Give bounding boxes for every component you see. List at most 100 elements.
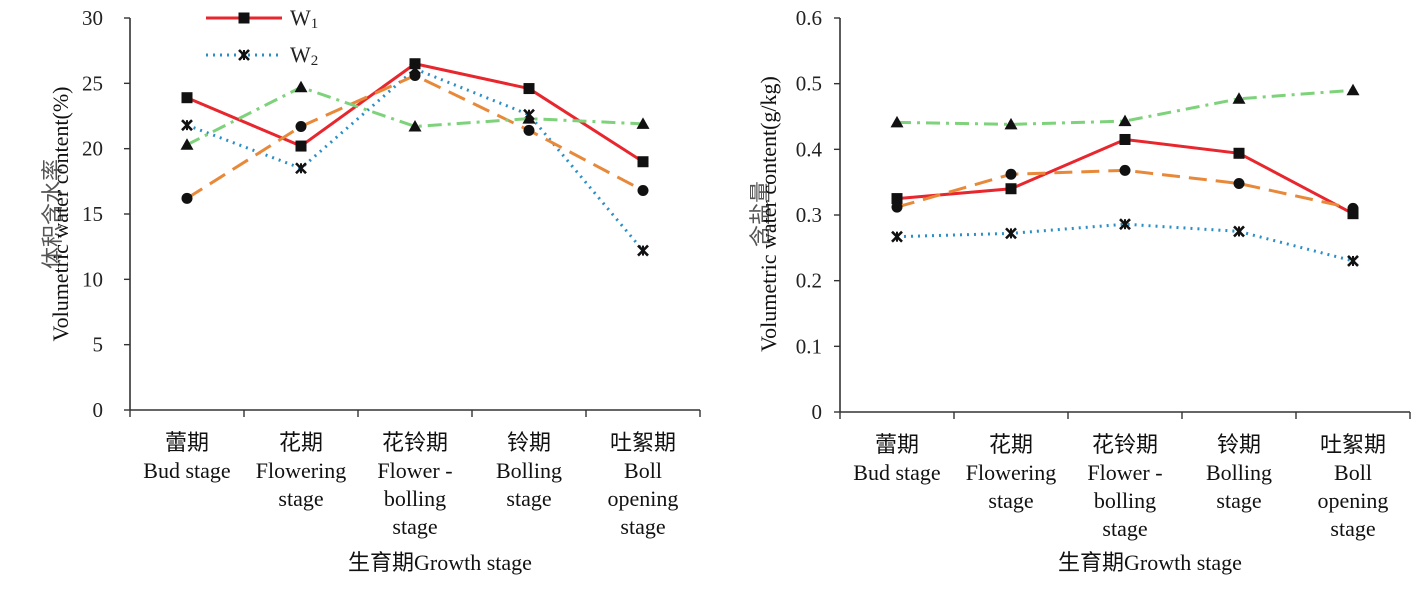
- series-line: [186, 73, 644, 200]
- y-tick-label: 25: [82, 71, 103, 95]
- category-label-en: Flowering: [966, 460, 1056, 485]
- data-point: [1119, 218, 1131, 231]
- y-tick-label: 0.6: [796, 6, 822, 30]
- series-4: [180, 80, 650, 150]
- data-point: [1232, 92, 1246, 104]
- series-4: [890, 83, 1360, 130]
- y-axis-title-en: Volumetric water content(g/kg): [756, 76, 781, 352]
- y-tick-label: 20: [82, 137, 103, 161]
- data-point: [1004, 117, 1018, 130]
- category-label-cn: 蕾期: [875, 432, 919, 457]
- data-point: [637, 184, 649, 196]
- category-label-cn: 吐絮期: [610, 430, 676, 455]
- series-line: [896, 222, 1354, 263]
- y-tick-label: 15: [82, 202, 103, 226]
- series-3: [891, 164, 1359, 214]
- data-point: [1347, 202, 1359, 214]
- legend-label-sub: 2: [311, 53, 319, 69]
- category-label-en: stage: [988, 488, 1033, 513]
- category-label-cn: 蕾期: [165, 430, 209, 455]
- y-tick-label: 0.3: [796, 203, 822, 227]
- y-axis-title-cn: 体积含水率: [40, 159, 65, 269]
- chart-left-panel: 0 5 10 15 20 25 30 蕾期 Bud stage 花期 Flowering stage 花…: [40, 6, 701, 575]
- data-point: [180, 138, 194, 150]
- data-point: [1005, 168, 1017, 180]
- category-label-en: stage: [620, 514, 665, 539]
- category-label-en: Boll: [1334, 460, 1372, 485]
- data-point: [1347, 255, 1359, 267]
- data-point: [1233, 225, 1245, 238]
- category-label-en: Boll: [624, 458, 662, 483]
- data-point: [1119, 164, 1131, 176]
- y-tick-label: 0.2: [796, 269, 822, 293]
- y-axis-title-en: Volumetric water content(%): [48, 87, 73, 342]
- data-point: [523, 124, 535, 136]
- legend-marker: [238, 12, 250, 24]
- series-3: [181, 69, 649, 204]
- data-point: [295, 162, 307, 175]
- chart-legend: W1 W2: [206, 5, 318, 69]
- category-label-en: bolling: [384, 486, 446, 511]
- category-label-en: Flower -: [377, 458, 452, 483]
- data-point: [408, 119, 422, 132]
- category-label-cn: 花铃期: [1092, 432, 1158, 457]
- category-label-en: Bud stage: [853, 460, 940, 485]
- y-axis-title: 体积含水率: [40, 159, 65, 269]
- legend-marker: [238, 49, 250, 61]
- category-label-en: Flowering: [256, 458, 346, 483]
- series-2: [181, 63, 649, 257]
- category-label-en: stage: [1216, 488, 1261, 513]
- data-point: [523, 83, 535, 95]
- series-2: [891, 218, 1359, 267]
- data-point: [181, 192, 193, 204]
- series-line: [186, 85, 644, 147]
- data-point: [1233, 177, 1245, 189]
- data-point: [637, 244, 649, 257]
- y-tick-label: 0.1: [796, 334, 822, 358]
- category-label-en: stage: [392, 514, 437, 539]
- x-axis-title: 生育期Growth stage: [1058, 550, 1242, 575]
- category-label-cn: 吐絮期: [1320, 432, 1386, 457]
- category-label-cn: 花铃期: [382, 430, 448, 455]
- y-tick-label: 30: [82, 6, 103, 30]
- category-label-en: bolling: [1094, 488, 1156, 513]
- category-label-en: Bud stage: [143, 458, 230, 483]
- legend-label-main: W: [290, 42, 311, 67]
- y-axis-title-cn: 含盐量: [748, 181, 773, 247]
- data-point: [636, 117, 650, 129]
- y-axis-title: 含盐量: [748, 181, 773, 247]
- series-line: [896, 88, 1354, 126]
- series-1: [181, 58, 649, 168]
- data-point: [891, 193, 903, 205]
- category-label-en: stage: [1102, 516, 1147, 541]
- chart-right-panel: 0 0.1 0.2 0.3 0.4 0.5 0.6 蕾期 Bud stage 花期 Flowerin…: [748, 6, 1411, 575]
- data-point: [181, 92, 193, 104]
- series-1: [891, 133, 1359, 220]
- y-tick-label: 10: [82, 267, 103, 291]
- category-label-en: stage: [278, 486, 323, 511]
- category-label-en: opening: [608, 486, 679, 511]
- category-label-cn: 铃期: [1217, 432, 1261, 457]
- data-point: [891, 201, 903, 213]
- data-point: [890, 115, 904, 128]
- data-point: [295, 140, 307, 152]
- data-point: [409, 69, 421, 81]
- data-point: [1119, 133, 1131, 145]
- legend-label: W2: [290, 42, 318, 69]
- legend-label: W1: [290, 5, 318, 32]
- series-line: [186, 67, 645, 252]
- y-tick-label: 0: [93, 398, 104, 422]
- data-point: [1118, 114, 1132, 127]
- category-label-en: opening: [1318, 488, 1389, 513]
- category-label-en: stage: [1330, 516, 1375, 541]
- data-point: [1346, 83, 1360, 96]
- category-label-en: Bolling: [496, 458, 562, 483]
- category-label-en: stage: [506, 486, 551, 511]
- x-axis-title: 生育期Growth stage: [348, 550, 532, 575]
- data-point: [637, 156, 649, 168]
- y-tick-label: 0: [812, 400, 823, 424]
- legend-label-sub: 1: [311, 16, 319, 32]
- data-point: [891, 230, 903, 243]
- y-tick-label: 0.5: [796, 72, 822, 96]
